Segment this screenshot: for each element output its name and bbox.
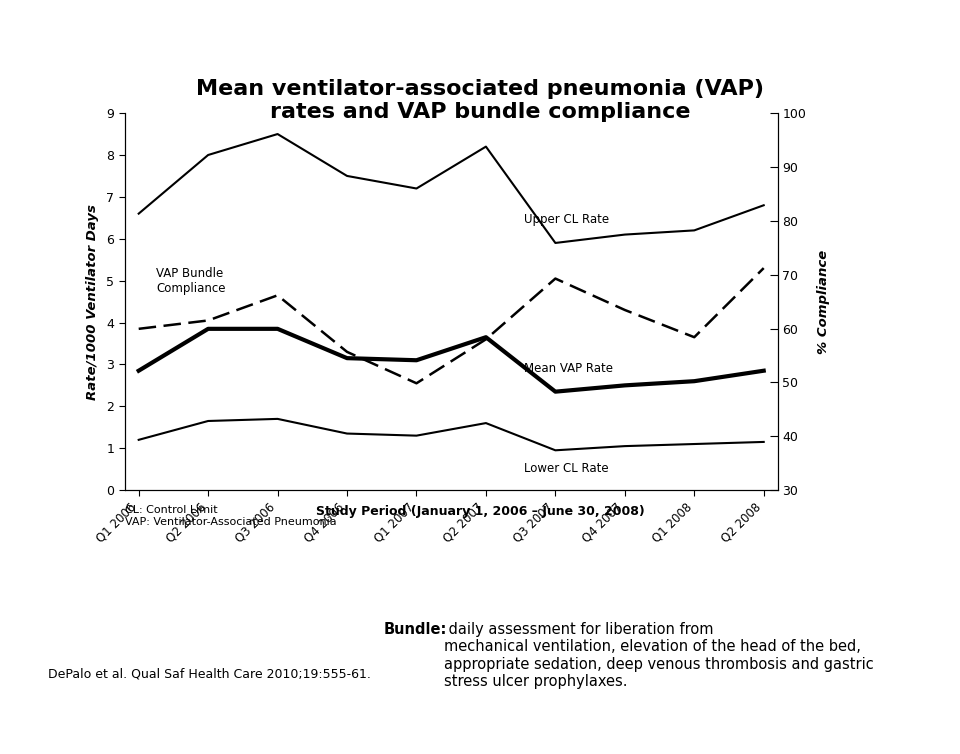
Text: Study Period (January 1, 2006 – June 30, 2008): Study Period (January 1, 2006 – June 30,… bbox=[316, 505, 644, 518]
Text: Mean VAP Rate: Mean VAP Rate bbox=[524, 362, 613, 375]
Y-axis label: Rate/1000 Ventilator Days: Rate/1000 Ventilator Days bbox=[86, 204, 100, 400]
Text: Lower CL Rate: Lower CL Rate bbox=[524, 461, 609, 475]
Y-axis label: % Compliance: % Compliance bbox=[818, 250, 830, 354]
Text: DePalo et al. Qual Saf Health Care 2010;19:555-61.: DePalo et al. Qual Saf Health Care 2010;… bbox=[48, 667, 371, 680]
Text: daily assessment for liberation from
mechanical ventilation, elevation of the he: daily assessment for liberation from mec… bbox=[444, 622, 875, 689]
Text: Mean ventilator-associated pneumonia (VAP)
rates and VAP bundle compliance: Mean ventilator-associated pneumonia (VA… bbox=[196, 79, 764, 122]
Text: CL: Control Limit
VAP: Ventilator-Associated Pneumonia: CL: Control Limit VAP: Ventilator-Associ… bbox=[125, 505, 336, 527]
Text: Bundle:: Bundle: bbox=[384, 622, 447, 637]
Text: VAP Bundle
Compliance: VAP Bundle Compliance bbox=[156, 267, 226, 295]
Text: Upper CL Rate: Upper CL Rate bbox=[524, 213, 610, 226]
